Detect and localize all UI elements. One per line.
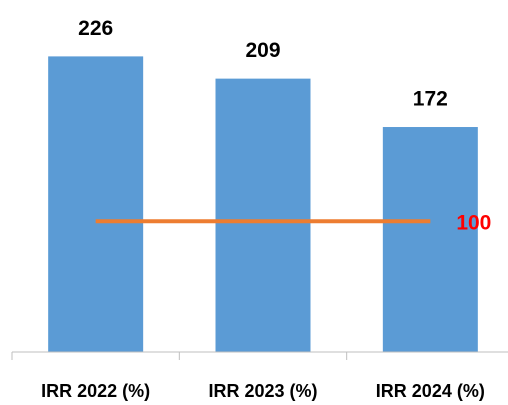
value-label: 172 <box>413 88 448 111</box>
reference-label: 100 <box>456 212 491 235</box>
bar <box>215 78 311 353</box>
x-tick-label: IRR 2023 (%) <box>208 381 317 401</box>
x-tick-label: IRR 2024 (%) <box>376 381 485 401</box>
value-label: 226 <box>78 17 113 40</box>
x-tick-label: IRR 2022 (%) <box>41 381 150 401</box>
bar <box>48 56 144 352</box>
bar <box>382 127 478 352</box>
value-label: 209 <box>245 39 280 62</box>
